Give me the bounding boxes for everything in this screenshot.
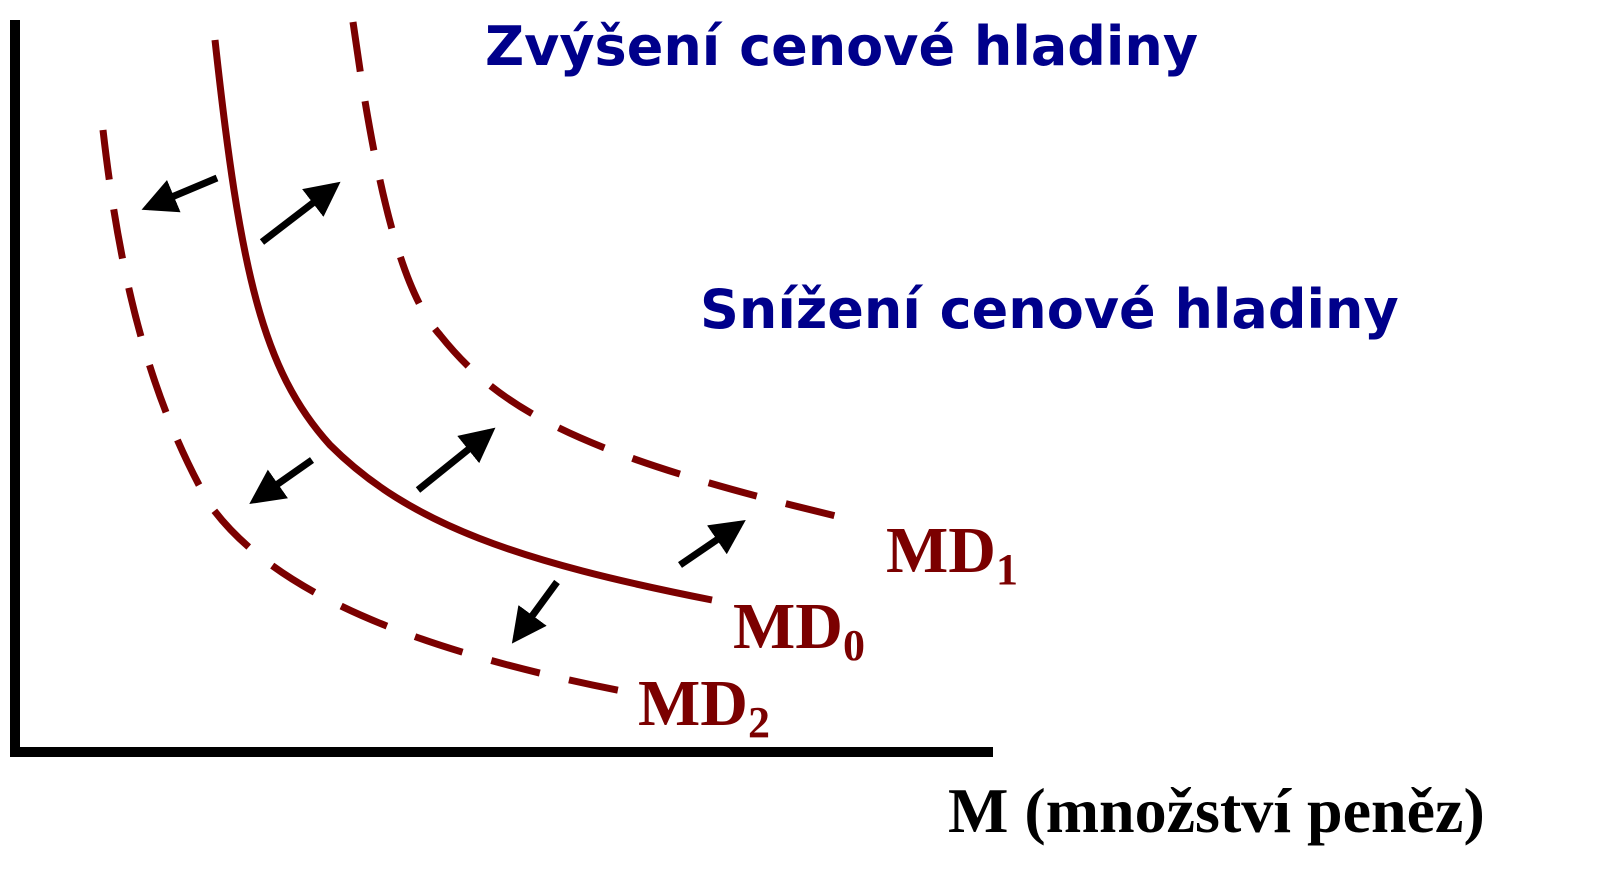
curve-subscript: 0 — [843, 621, 865, 670]
arrow — [678, 520, 746, 568]
curve-subscript: 2 — [748, 698, 770, 747]
arrow — [511, 579, 560, 644]
axes — [10, 20, 993, 757]
curve-name: MD — [638, 667, 748, 740]
md2-curve — [99, 129, 633, 697]
x-axis-label: M (množství peněz) — [948, 775, 1485, 846]
arrow — [415, 427, 496, 493]
arrow — [259, 181, 341, 245]
curve-subscript: 1 — [996, 545, 1018, 594]
decrease-label: Snížení cenové hladiny — [700, 278, 1399, 341]
md1-curve — [349, 21, 841, 521]
arrow — [249, 457, 315, 505]
md1-label: MD1 — [886, 514, 1018, 594]
md0-curve — [211, 39, 713, 604]
increase-label: Zvýšení cenové hladiny — [485, 15, 1198, 78]
curve-name: MD — [733, 590, 843, 663]
md2-label: MD2 — [638, 667, 770, 747]
arrow — [141, 174, 219, 213]
curve-name: MD — [886, 514, 996, 587]
md0-label: MD0 — [733, 590, 865, 670]
shift-arrows — [141, 174, 746, 644]
